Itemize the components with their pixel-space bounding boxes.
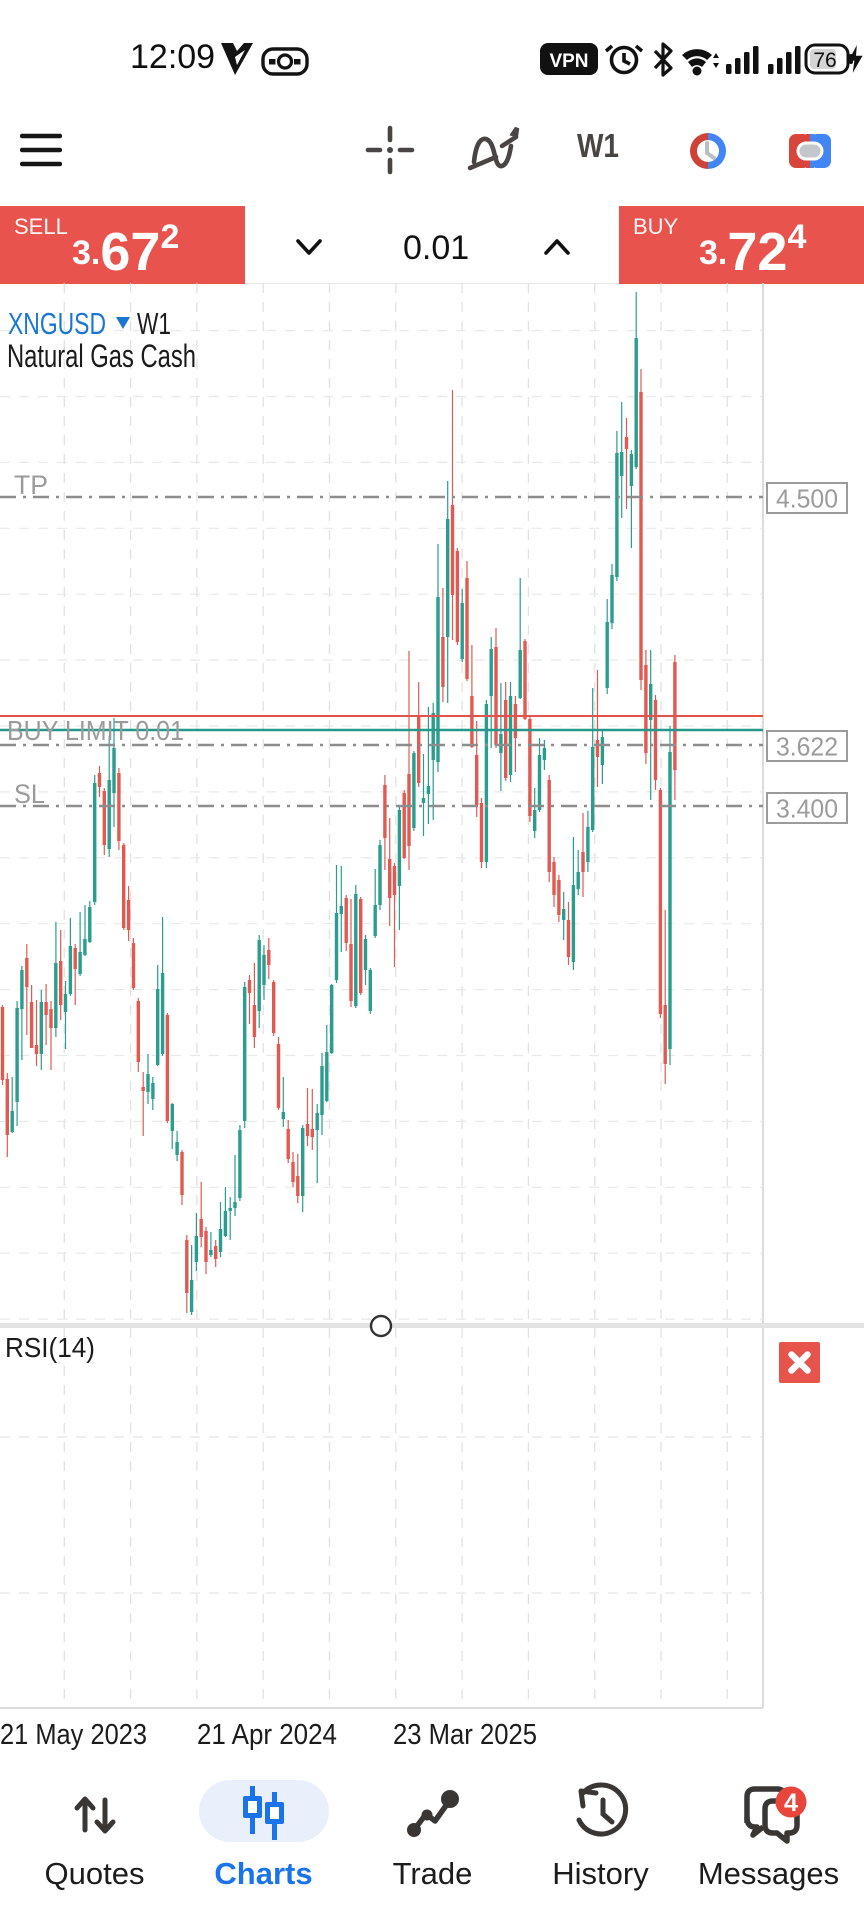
svg-text:23 Mar 2025: 23 Mar 2025: [393, 1719, 537, 1751]
svg-text:BUY LIMIT 0.01: BUY LIMIT 0.01: [7, 715, 184, 746]
svg-text:W1: W1: [137, 306, 171, 341]
svg-text:4: 4: [784, 1789, 798, 1817]
svg-text:W1: W1: [577, 127, 619, 164]
svg-text:TP: TP: [14, 470, 48, 500]
svg-text:4.500: 4.500: [776, 484, 838, 514]
svg-text:21 May 2023: 21 May 2023: [0, 1719, 147, 1751]
svg-text:VPN: VPN: [549, 51, 588, 72]
svg-text:3.622: 3.622: [776, 732, 838, 762]
svg-text:RSI(14): RSI(14): [5, 1332, 95, 1363]
svg-text:21 Apr 2024: 21 Apr 2024: [197, 1719, 337, 1751]
svg-text:Natural Gas Cash: Natural Gas Cash: [7, 338, 196, 374]
svg-text:76: 76: [813, 49, 836, 72]
svg-text:XNGUSD: XNGUSD: [8, 306, 106, 341]
svg-text:3.400: 3.400: [776, 794, 838, 824]
svg-text:SL: SL: [14, 779, 45, 809]
